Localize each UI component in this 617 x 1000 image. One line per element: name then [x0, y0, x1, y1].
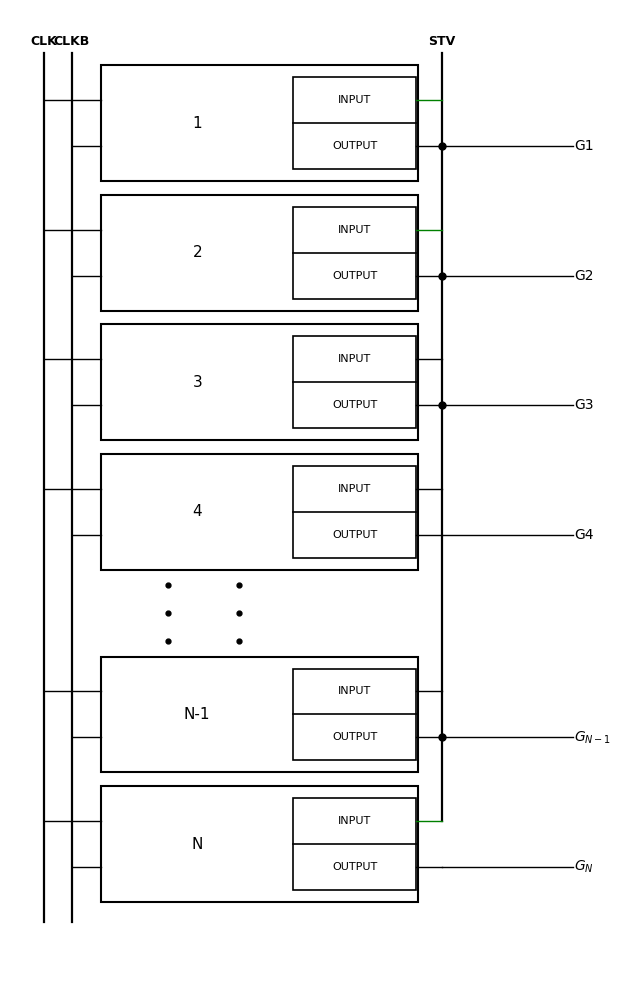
- Text: INPUT: INPUT: [338, 816, 371, 826]
- Text: G4: G4: [574, 528, 594, 542]
- Text: 2: 2: [193, 245, 202, 260]
- Text: OUTPUT: OUTPUT: [332, 530, 377, 540]
- Bar: [293, 336, 416, 428]
- Text: 3: 3: [193, 375, 202, 390]
- Text: OUTPUT: OUTPUT: [332, 400, 377, 410]
- Text: STV: STV: [428, 35, 455, 48]
- Bar: [101, 324, 418, 440]
- Text: INPUT: INPUT: [338, 225, 371, 235]
- Text: OUTPUT: OUTPUT: [332, 862, 377, 872]
- Text: G3: G3: [574, 398, 594, 412]
- Text: INPUT: INPUT: [338, 686, 371, 696]
- Text: CLKB: CLKB: [54, 35, 89, 48]
- Bar: [293, 77, 416, 169]
- Bar: [101, 65, 418, 181]
- Bar: [293, 798, 416, 890]
- Bar: [101, 195, 418, 311]
- Text: OUTPUT: OUTPUT: [332, 271, 377, 281]
- Bar: [101, 454, 418, 570]
- Text: $G_{N}$: $G_{N}$: [574, 859, 594, 875]
- Bar: [293, 466, 416, 558]
- Text: OUTPUT: OUTPUT: [332, 141, 377, 151]
- Text: 4: 4: [193, 504, 202, 519]
- Text: $G_{{N-1}}$: $G_{{N-1}}$: [574, 729, 611, 746]
- Bar: [101, 657, 418, 772]
- Bar: [293, 669, 416, 760]
- Text: 1: 1: [193, 116, 202, 131]
- Text: OUTPUT: OUTPUT: [332, 732, 377, 742]
- Text: N-1: N-1: [184, 707, 210, 722]
- Text: INPUT: INPUT: [338, 484, 371, 494]
- Bar: [101, 786, 418, 902]
- Text: N: N: [191, 837, 203, 852]
- Text: CLK: CLK: [31, 35, 57, 48]
- Text: INPUT: INPUT: [338, 354, 371, 364]
- Text: G1: G1: [574, 139, 594, 153]
- Text: INPUT: INPUT: [338, 95, 371, 105]
- Bar: [293, 207, 416, 299]
- Text: G2: G2: [574, 269, 594, 283]
